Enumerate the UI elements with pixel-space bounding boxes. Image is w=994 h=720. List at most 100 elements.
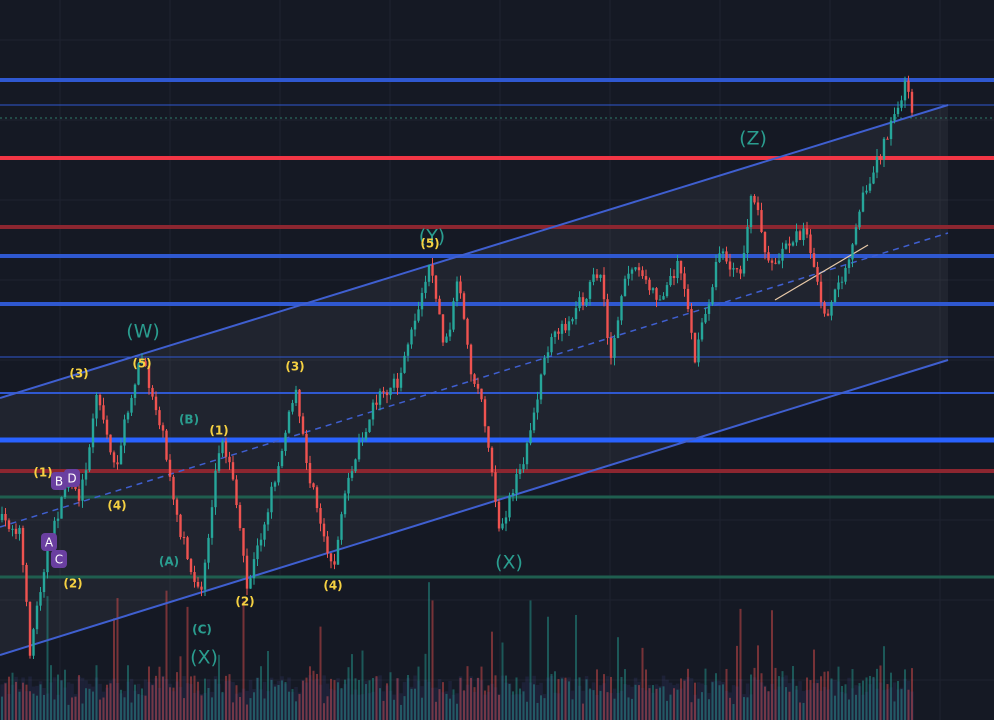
volume-bar-bg xyxy=(612,688,617,720)
candle xyxy=(168,459,172,477)
volume-bar-bg xyxy=(3,682,8,720)
volume-bar xyxy=(746,697,749,720)
volume-bar xyxy=(592,690,595,720)
volume-bar xyxy=(736,645,738,720)
volume-bar-bg xyxy=(644,690,648,720)
volume-bar-bg xyxy=(38,681,43,720)
volume-bar xyxy=(673,688,675,720)
volume-bar xyxy=(50,665,52,720)
volume-bar xyxy=(347,667,350,720)
volume-bar xyxy=(239,696,241,720)
volume-bar-bg xyxy=(675,683,680,720)
candle xyxy=(441,314,445,343)
volume-bar xyxy=(386,683,388,720)
candle xyxy=(816,266,819,282)
candle xyxy=(725,251,728,262)
candle xyxy=(487,426,490,448)
volume-bar xyxy=(837,666,840,720)
volume-bar-bg xyxy=(563,680,568,720)
volume-bar-bg xyxy=(178,687,183,720)
volume-bar xyxy=(235,685,238,720)
volume-bar-bg xyxy=(714,681,718,720)
candle xyxy=(826,313,830,316)
candle xyxy=(294,389,298,404)
volume-bar xyxy=(368,680,371,720)
volume-bar-bg xyxy=(686,677,690,720)
volume-bar xyxy=(659,687,661,720)
volume-bar xyxy=(830,678,833,720)
candle xyxy=(802,228,805,240)
candle xyxy=(501,523,504,529)
volume-bar xyxy=(834,695,836,720)
volume-bar xyxy=(424,653,427,720)
candle xyxy=(858,211,861,228)
volume-bar-bg xyxy=(196,690,200,720)
candle xyxy=(189,559,193,573)
candle xyxy=(431,264,434,276)
point-box xyxy=(51,550,67,568)
volume-bar-bg xyxy=(518,694,522,720)
volume-bar xyxy=(645,669,647,720)
volume-bar xyxy=(46,596,49,720)
volume-bar xyxy=(340,688,343,720)
candle xyxy=(301,416,305,434)
candle xyxy=(536,399,539,413)
candle xyxy=(550,337,553,353)
volume-bar xyxy=(564,677,567,720)
candle xyxy=(732,268,735,270)
volume-bar-bg xyxy=(441,692,445,720)
volume-bar xyxy=(911,668,913,720)
volume-bar-bg xyxy=(227,680,232,720)
volume-bar xyxy=(242,601,245,720)
volume-bar xyxy=(267,650,269,720)
volume-bar-bg xyxy=(255,677,260,720)
volume-bar-bg xyxy=(42,687,46,720)
volume-bar xyxy=(162,676,164,720)
channel-lower xyxy=(0,359,949,656)
volume-bar-bg xyxy=(238,692,242,720)
volume-bar xyxy=(533,684,535,720)
volume-bar-bg xyxy=(735,686,739,720)
candle xyxy=(686,288,690,310)
volume-bar xyxy=(8,676,10,720)
candle xyxy=(508,495,511,518)
candle xyxy=(879,156,882,160)
wave-label: (5) xyxy=(132,357,151,371)
volume-bar xyxy=(393,699,395,720)
wave-label: (B) xyxy=(179,413,199,427)
candle xyxy=(98,394,102,406)
volume-bar xyxy=(865,677,868,720)
candle xyxy=(473,374,476,384)
volume-bar xyxy=(92,691,94,720)
volume-bar xyxy=(722,684,724,720)
candle xyxy=(389,387,392,396)
candle xyxy=(410,329,413,345)
candle xyxy=(291,403,294,412)
candle xyxy=(795,231,798,243)
volume-bar xyxy=(603,674,605,720)
volume-bar-bg xyxy=(385,685,389,720)
volume-bar-bg xyxy=(17,689,22,720)
volume-bar xyxy=(88,688,91,720)
volume-bar-bg xyxy=(843,693,848,720)
volume-bar-bg xyxy=(266,691,270,720)
volume-bar xyxy=(39,684,42,720)
candle xyxy=(704,313,707,323)
volume-bar xyxy=(305,677,308,720)
volume-bar xyxy=(757,645,759,720)
volume-bar-bg xyxy=(777,686,781,720)
volume-bar xyxy=(396,678,399,720)
candle xyxy=(900,100,903,108)
volume-bar-bg xyxy=(224,680,228,720)
volume-bar-bg xyxy=(395,678,400,720)
candle xyxy=(137,363,140,385)
candle xyxy=(882,138,886,160)
volume-bar xyxy=(459,677,462,720)
volume-bar-bg xyxy=(661,675,666,720)
volume-bar-bg xyxy=(511,694,515,720)
candle xyxy=(326,536,329,554)
volume-bar-bg xyxy=(542,694,547,720)
volume-bar xyxy=(106,684,108,720)
candle xyxy=(28,601,32,656)
volume-bar-bg xyxy=(896,689,900,720)
